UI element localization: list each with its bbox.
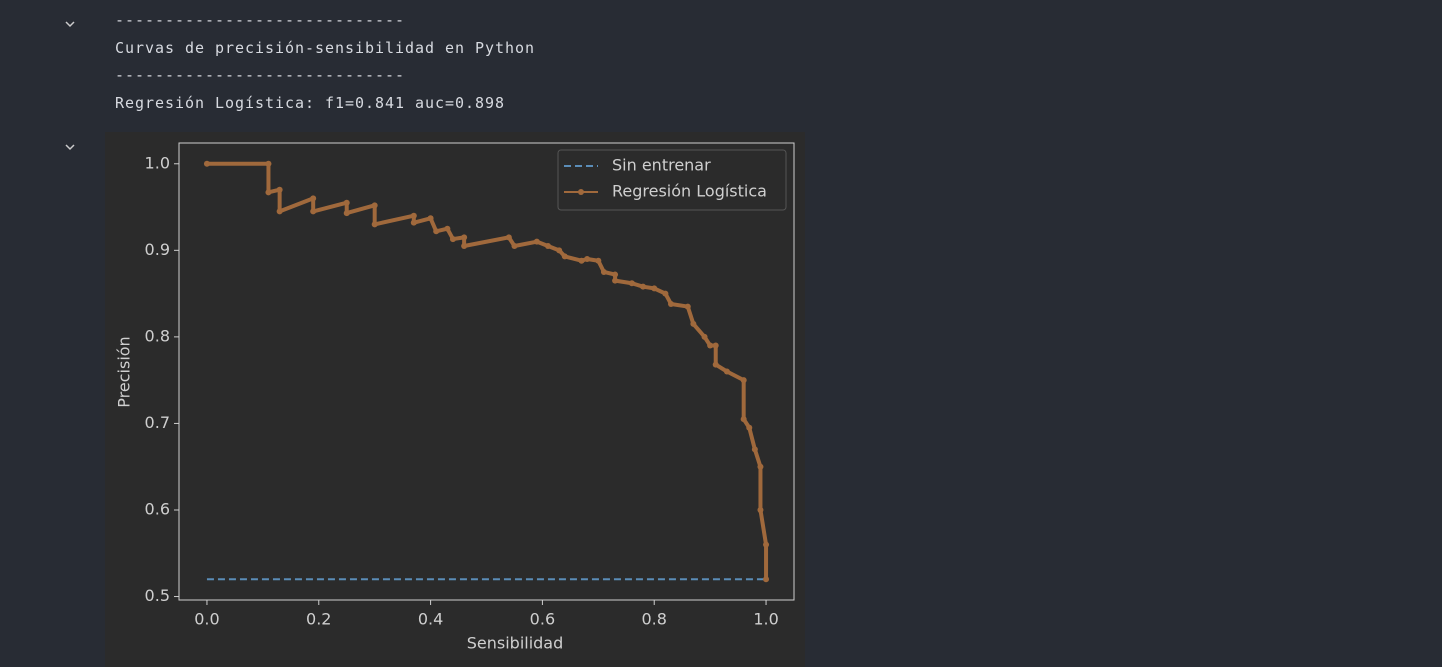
legend-label: Regresión Logística xyxy=(612,182,767,201)
data-point xyxy=(343,210,350,217)
data-point xyxy=(595,257,602,264)
data-point xyxy=(505,234,512,241)
y-tick-label: 0.9 xyxy=(145,240,170,259)
data-point xyxy=(751,446,758,453)
y-tick-label: 1.0 xyxy=(145,153,170,172)
data-point xyxy=(668,300,674,307)
data-point xyxy=(561,253,568,260)
data-point xyxy=(444,225,451,232)
chart: Sensibilidad Precisión 0.0 0.2 0.4 0.6 0.8 1.… xyxy=(105,132,805,667)
data-point xyxy=(763,541,770,548)
legend-marker xyxy=(578,189,584,195)
data-point xyxy=(612,277,619,284)
collapse-toggle[interactable] xyxy=(63,17,77,31)
data-point xyxy=(757,506,764,513)
data-point xyxy=(707,342,714,349)
data-point xyxy=(461,242,468,249)
data-point xyxy=(640,283,647,290)
output-line: ----------------------------- xyxy=(115,66,406,84)
data-point xyxy=(410,219,417,226)
legend-box xyxy=(557,149,787,211)
data-point xyxy=(276,186,283,193)
x-tick-label: 1.0 xyxy=(753,610,778,629)
data-point xyxy=(612,271,619,278)
data-point xyxy=(712,342,719,349)
output-line: ----------------------------- xyxy=(115,11,406,29)
y-axis-label: Precisión xyxy=(115,336,134,407)
data-point xyxy=(684,303,691,310)
data-point xyxy=(740,377,747,384)
data-point xyxy=(433,228,440,235)
data-point xyxy=(511,242,518,249)
data-point xyxy=(651,285,658,292)
data-point xyxy=(740,416,747,423)
data-point xyxy=(371,202,378,209)
data-point xyxy=(690,320,697,327)
x-axis-label: Sensibilidad xyxy=(467,634,564,653)
x-tick-label: 0.4 xyxy=(418,610,443,629)
plot-area xyxy=(178,142,795,601)
output-line: Regresión Logística: f1=0.841 auc=0.898 xyxy=(115,94,506,112)
data-point xyxy=(310,208,317,215)
data-point xyxy=(556,247,563,254)
data-point xyxy=(533,238,540,245)
data-point xyxy=(203,160,210,167)
data-point xyxy=(628,280,635,287)
data-point xyxy=(545,242,551,249)
y-tick-label: 0.7 xyxy=(145,413,170,432)
collapse-toggle[interactable] xyxy=(63,140,77,154)
data-point xyxy=(578,257,585,264)
x-tick-label: 0.8 xyxy=(642,610,667,629)
x-tick-label: 0.2 xyxy=(306,610,331,629)
x-tick-label: 0.0 xyxy=(194,610,219,629)
legend-label: Sin entrenar xyxy=(612,156,711,175)
output-line: Curvas de precisión-sensibilidad en Pyth… xyxy=(115,39,536,57)
y-tick-label: 0.5 xyxy=(145,586,170,605)
data-point xyxy=(276,208,283,215)
data-point xyxy=(343,199,350,206)
y-tick-label: 0.6 xyxy=(145,499,170,518)
data-point xyxy=(584,255,591,262)
data-point xyxy=(265,189,272,196)
data-point xyxy=(701,333,708,340)
y-tick-label: 0.8 xyxy=(145,326,170,345)
data-point xyxy=(600,268,607,275)
data-point xyxy=(427,215,434,222)
x-tick-label: 0.6 xyxy=(530,610,555,629)
data-point xyxy=(746,424,753,431)
data-point xyxy=(310,195,317,202)
data-point xyxy=(461,234,468,241)
data-point xyxy=(723,368,730,375)
data-point xyxy=(757,463,764,470)
data-point xyxy=(662,290,669,297)
data-point xyxy=(712,361,719,368)
data-point xyxy=(371,221,378,228)
data-point xyxy=(410,212,417,219)
data-point xyxy=(265,160,272,167)
data-point xyxy=(449,236,456,243)
data-point xyxy=(763,576,770,583)
